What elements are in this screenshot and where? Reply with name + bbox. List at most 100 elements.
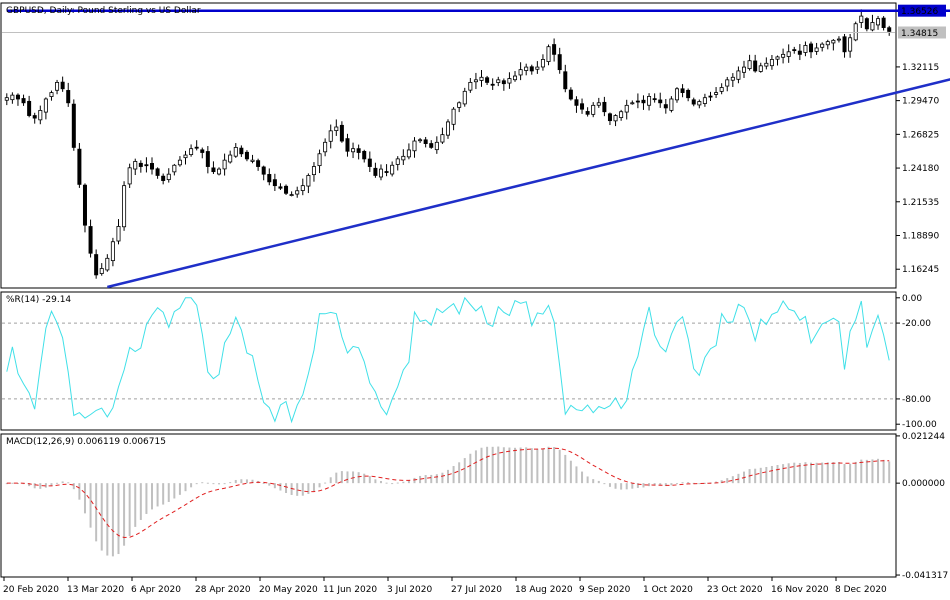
macd-bar bbox=[178, 483, 181, 495]
macd-bar bbox=[497, 446, 500, 484]
candle-body bbox=[49, 92, 54, 97]
macd-bar bbox=[184, 483, 187, 492]
macd-bar bbox=[581, 471, 584, 484]
macd-bar bbox=[39, 483, 42, 489]
macd-bar bbox=[787, 463, 790, 484]
price-chart-title: GBPUSD, Daily: Pound Sterling vs US Doll… bbox=[6, 6, 201, 16]
x-tick-label: 27 Jul 2020 bbox=[451, 585, 502, 595]
macd-bar bbox=[865, 459, 868, 484]
price-tick-label: 1.16245 bbox=[902, 265, 939, 275]
candle-body bbox=[714, 92, 719, 95]
macd-bar bbox=[151, 483, 153, 510]
macd-bar bbox=[759, 467, 762, 484]
macd-bar bbox=[854, 461, 857, 484]
candle-body bbox=[401, 155, 406, 161]
candle-body bbox=[138, 162, 143, 167]
candle-body bbox=[881, 17, 886, 28]
macd-bar bbox=[502, 447, 505, 484]
candle-body bbox=[94, 254, 99, 276]
macd-bar bbox=[83, 483, 86, 514]
candle-body bbox=[77, 148, 82, 185]
candle-body bbox=[870, 22, 875, 31]
macd-bar bbox=[262, 482, 265, 484]
x-tick-label: 20 May 2020 bbox=[259, 585, 318, 595]
candle-body bbox=[786, 51, 791, 57]
candle-body bbox=[490, 83, 495, 86]
macd-bar bbox=[117, 483, 120, 555]
candle-body bbox=[250, 159, 255, 162]
candle-body bbox=[859, 15, 864, 23]
macd-bar bbox=[201, 482, 204, 484]
price-tick-label: 1.24180 bbox=[902, 164, 939, 174]
macd-bar bbox=[564, 454, 567, 484]
macd-bar bbox=[223, 483, 226, 485]
candle-body bbox=[194, 146, 199, 149]
macd-bar bbox=[636, 483, 639, 488]
candle-body bbox=[652, 98, 657, 101]
candle-body bbox=[619, 111, 624, 118]
macd-histogram bbox=[5, 446, 891, 557]
macd-bar bbox=[72, 483, 75, 490]
candle-body bbox=[60, 81, 65, 90]
candle-body bbox=[468, 81, 473, 91]
price-tick-label: 1.26825 bbox=[902, 130, 939, 140]
macd-bar bbox=[16, 483, 19, 485]
macd-bar bbox=[491, 446, 494, 484]
macd-bar bbox=[558, 449, 561, 484]
candle-body bbox=[406, 149, 411, 158]
candle-body bbox=[362, 150, 367, 160]
candle-body bbox=[244, 151, 249, 160]
macd-bar bbox=[474, 450, 477, 484]
wr-tick-label: -80.00 bbox=[902, 395, 931, 405]
candle-body bbox=[613, 115, 618, 122]
macd-bar bbox=[826, 462, 829, 484]
macd-bar bbox=[458, 462, 461, 484]
price-tick-label: 1.18890 bbox=[902, 231, 939, 241]
candle-body bbox=[267, 174, 272, 183]
macd-bar bbox=[329, 477, 332, 484]
price-tag bbox=[898, 4, 946, 17]
macd-bar bbox=[569, 460, 572, 484]
price-panel bbox=[0, 2, 897, 289]
williams-r-title: %R(14) -29.14 bbox=[6, 295, 71, 305]
candle-body bbox=[21, 98, 26, 104]
x-tick-label: 9 Sep 2020 bbox=[579, 585, 631, 595]
macd-bar bbox=[424, 475, 427, 484]
candle-body bbox=[367, 158, 372, 167]
candle-body bbox=[339, 124, 344, 142]
macd-bar bbox=[218, 483, 221, 485]
macd-bar bbox=[882, 459, 885, 484]
macd-bar bbox=[447, 469, 449, 484]
candle-body bbox=[524, 66, 529, 71]
candle-body bbox=[356, 148, 361, 153]
candle-body bbox=[797, 50, 802, 55]
macd-bar bbox=[815, 462, 818, 484]
candle-body bbox=[457, 102, 462, 108]
candle-body bbox=[691, 99, 696, 105]
macd-bar bbox=[279, 483, 282, 491]
candle-body bbox=[535, 66, 540, 70]
candle-body bbox=[418, 139, 423, 142]
candle-body bbox=[680, 88, 685, 93]
candle-body bbox=[647, 96, 652, 106]
candle-body bbox=[580, 103, 585, 110]
candle-body bbox=[836, 38, 841, 41]
macd-bar bbox=[335, 472, 338, 484]
macd-bar bbox=[514, 447, 517, 484]
candle-body bbox=[574, 99, 579, 106]
x-tick-label: 20 Feb 2020 bbox=[3, 585, 59, 595]
macd-bar bbox=[396, 482, 399, 484]
candle-body bbox=[585, 111, 590, 115]
macd-bar bbox=[463, 458, 466, 484]
candle-body bbox=[351, 148, 356, 153]
macd-bar bbox=[11, 482, 14, 484]
candle-body bbox=[384, 171, 389, 173]
macd-bar bbox=[703, 482, 706, 484]
candle-body bbox=[775, 56, 780, 60]
price-tag bbox=[898, 26, 946, 39]
candle-body bbox=[127, 167, 132, 185]
macd-bar bbox=[620, 483, 623, 490]
macd-bar bbox=[597, 480, 600, 484]
candle-body bbox=[451, 108, 456, 125]
